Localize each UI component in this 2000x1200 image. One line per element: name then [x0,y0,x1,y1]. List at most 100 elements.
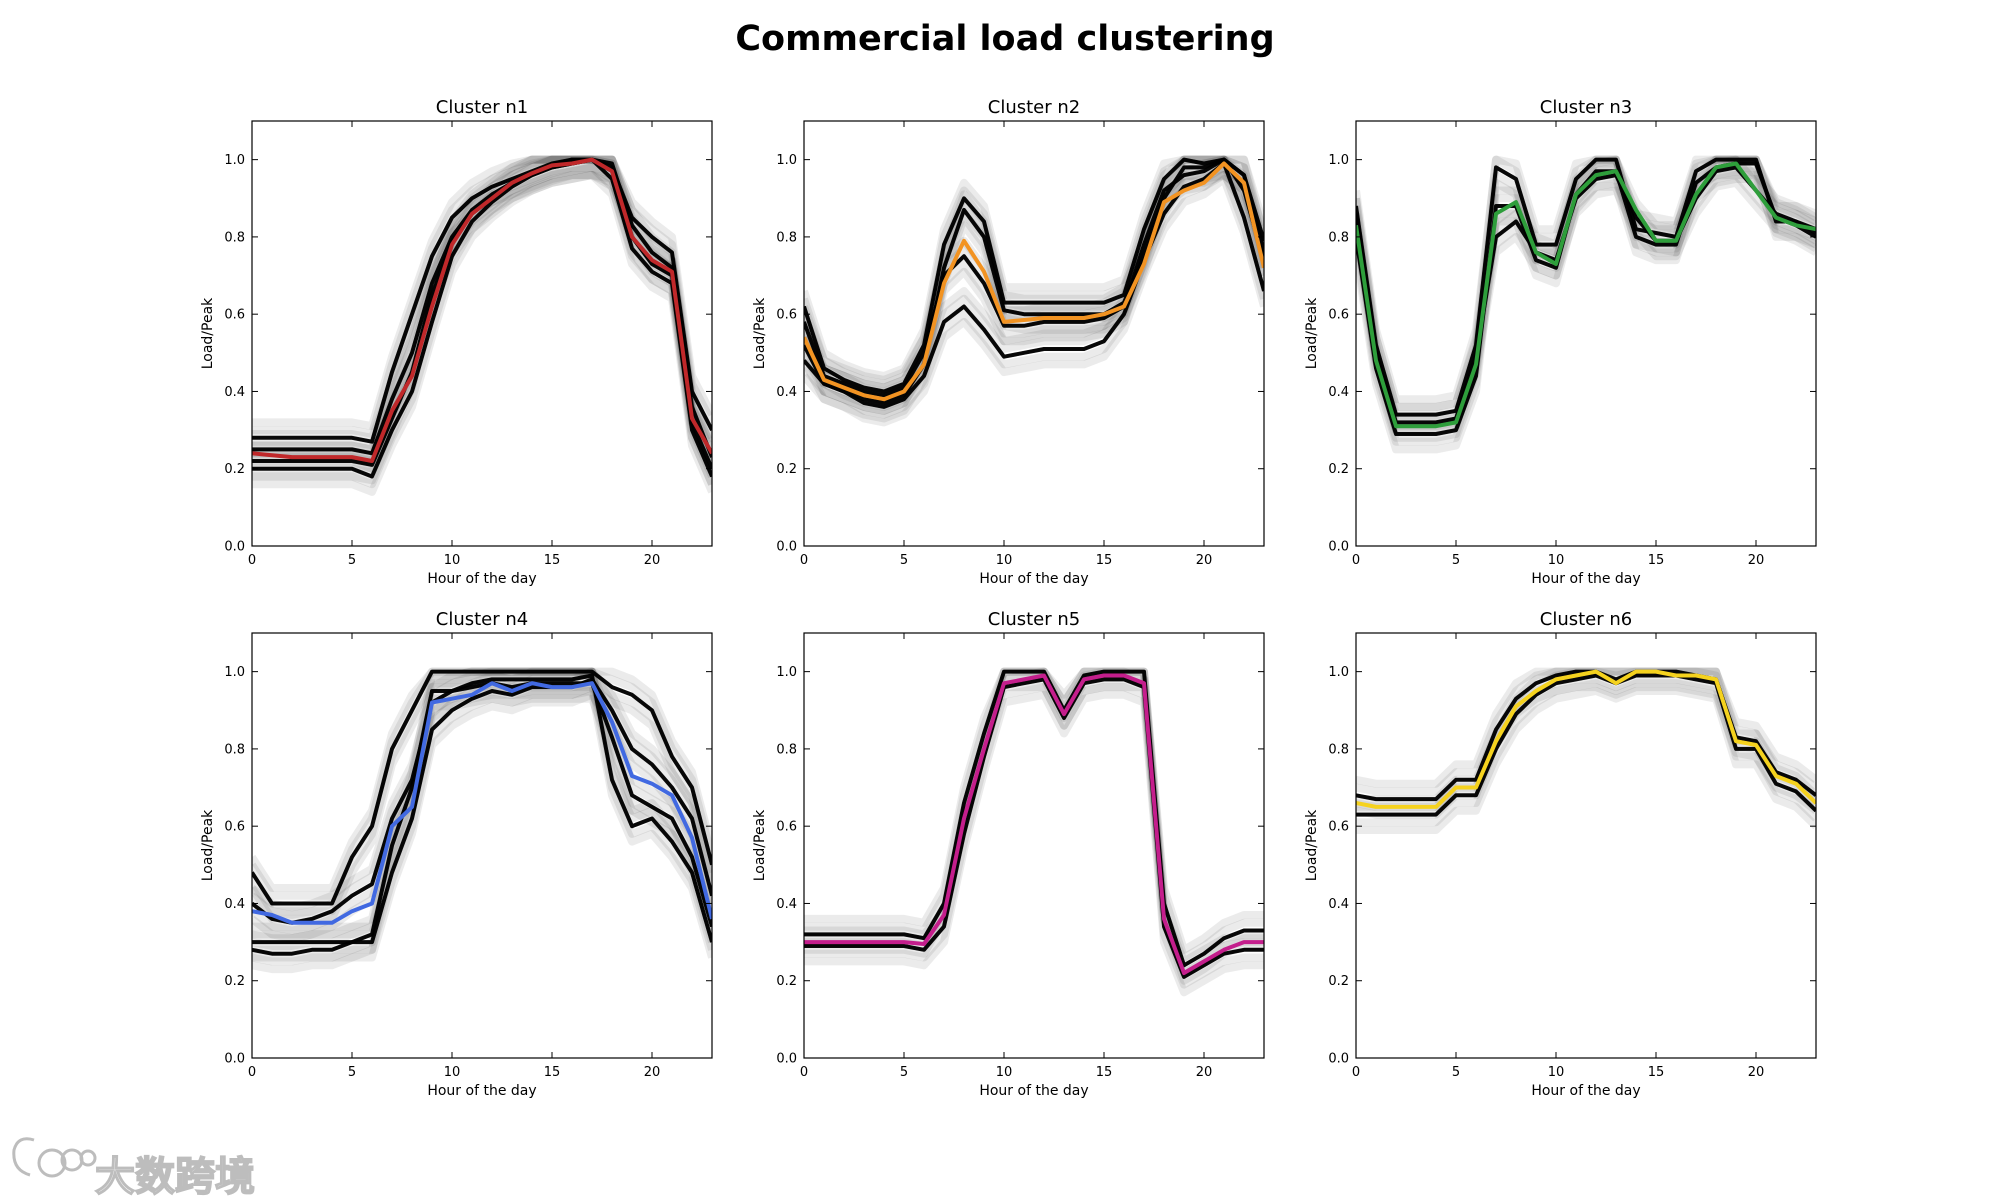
x-axis-label: Hour of the day [1531,571,1640,587]
y-tick-label: 1.0 [1328,153,1349,168]
watermark-text: 大数跨境 [95,1154,255,1200]
sample-profile-line [252,157,712,444]
y-tick-label: 1.0 [776,153,797,168]
y-axis-label: Load/Peak [200,809,216,881]
y-tick-label: 0.4 [224,897,245,912]
sample-profile-band [252,694,712,944]
x-tick-label: 15 [1648,1065,1665,1080]
sample-profile-band [252,155,712,465]
x-tick-label: 10 [444,553,461,568]
y-tick-label: 0.2 [776,462,797,477]
plot-background [804,633,1264,1058]
y-axis-label: Load/Peak [1304,809,1320,881]
centroid-line [252,157,712,463]
y-tick-label: 0.8 [224,230,245,245]
panel-cluster-6: 0 5 10 15 20 0.0 0.2 0.4 0.6 0.8 1.0 Cluster n6 Hour… [1304,609,1817,1099]
x-tick-label: 0 [1352,553,1360,568]
data-layer [1356,667,1816,834]
y-tick-label: 0.6 [1328,820,1349,835]
y-tick-label: 0.8 [776,230,797,245]
x-tick-label: 5 [1452,553,1460,568]
sample-profile-line [252,681,712,928]
panel-title: Cluster n4 [436,609,528,630]
y-tick-label: 0.0 [776,540,797,555]
sample-profile-line [804,157,1264,394]
x-tick-label: 0 [800,1065,808,1080]
x-tick-label: 20 [1196,553,1213,568]
sample-profile-band [1356,687,1816,834]
panel-title: Cluster n1 [436,97,528,118]
sample-profile-band [252,155,712,438]
sample-profile-line [804,157,1264,405]
y-tick-label: 0.6 [224,820,245,835]
y-axis-label: Load/Peak [752,297,768,369]
x-tick-label: 15 [1096,1065,1113,1080]
x-tick-label: 0 [248,553,256,568]
y-tick-label: 0.2 [776,974,797,989]
y-tick-label: 0.4 [224,385,245,400]
figure-title: Commercial load clustering [735,19,1274,59]
x-tick-label: 5 [348,1065,356,1080]
panel-title: Cluster n2 [988,97,1080,118]
y-axis-label: Load/Peak [752,809,768,881]
sample-profile-band [252,155,712,463]
y-tick-label: 0.6 [776,308,797,323]
sample-profile-line [252,157,712,458]
x-tick-label: 20 [1748,553,1765,568]
x-axis-label: Hour of the day [427,1083,536,1099]
y-axis-label: Load/Peak [1304,297,1320,369]
data-layer [804,667,1264,997]
centroid-line [1356,669,1816,809]
y-tick-label: 0.0 [224,540,245,555]
sample-profile-line [252,669,712,906]
sample-profile-line [804,161,1264,409]
x-tick-label: 0 [1352,1065,1360,1080]
sample-profile-band [804,167,1264,419]
sample-profile-band [1356,175,1816,454]
plot-frame [803,120,1265,547]
sample-profile-band [804,683,1264,989]
sample-profile-band [252,171,712,486]
sample-profile-line [252,677,712,956]
sample-profile-band [252,690,712,974]
y-tick-label: 0.8 [776,742,797,757]
y-tick-label: 0.2 [1328,974,1349,989]
plot-background [1356,633,1816,1058]
y-tick-label: 0.4 [776,897,797,912]
y-axis-label: Load/Peak [200,297,216,369]
centroid-line [804,161,1264,402]
data-layer [252,155,712,496]
y-tick-label: 0.2 [224,462,245,477]
sample-profile-band [804,171,1264,423]
data-layer [1356,155,1816,454]
x-tick-label: 5 [900,1065,908,1080]
x-tick-label: 20 [644,553,661,568]
centroid-line [252,681,712,925]
y-tick-label: 0.6 [776,820,797,835]
x-axis-label: Hour of the day [1531,1083,1640,1099]
y-tick-label: 0.0 [1328,540,1349,555]
sample-profile-band [252,155,712,431]
y-tick-label: 0.4 [1328,897,1349,912]
x-tick-label: 5 [1452,1065,1460,1080]
panels-group: 0 5 10 15 20 0.0 0.2 0.4 0.6 0.8 1.0 Cluster n1 Hour… [200,97,1817,1099]
sample-profile-line [252,157,712,479]
plot-background [1356,121,1816,546]
x-axis-label: Hour of the day [427,571,536,587]
x-tick-label: 10 [444,1065,461,1080]
data-layer [252,667,712,974]
sample-profile-line [1356,673,1816,817]
sample-profile-band [1356,679,1816,827]
x-tick-label: 20 [1196,1065,1213,1080]
panel-cluster-4: 0 5 10 15 20 0.0 0.2 0.4 0.6 0.8 1.0 Cluster n4 Hour… [200,609,713,1099]
sample-profile-band [804,175,1264,427]
sample-profile-band [1356,171,1816,435]
x-axis-label: Hour of the day [979,1083,1088,1099]
sample-profile-band [252,163,712,489]
centroid-line [1356,161,1816,429]
x-tick-label: 10 [996,553,1013,568]
y-tick-label: 0.4 [776,385,797,400]
panel-cluster-1: 0 5 10 15 20 0.0 0.2 0.4 0.6 0.8 1.0 Cluster n1 Hour… [200,97,713,587]
x-tick-label: 5 [900,553,908,568]
